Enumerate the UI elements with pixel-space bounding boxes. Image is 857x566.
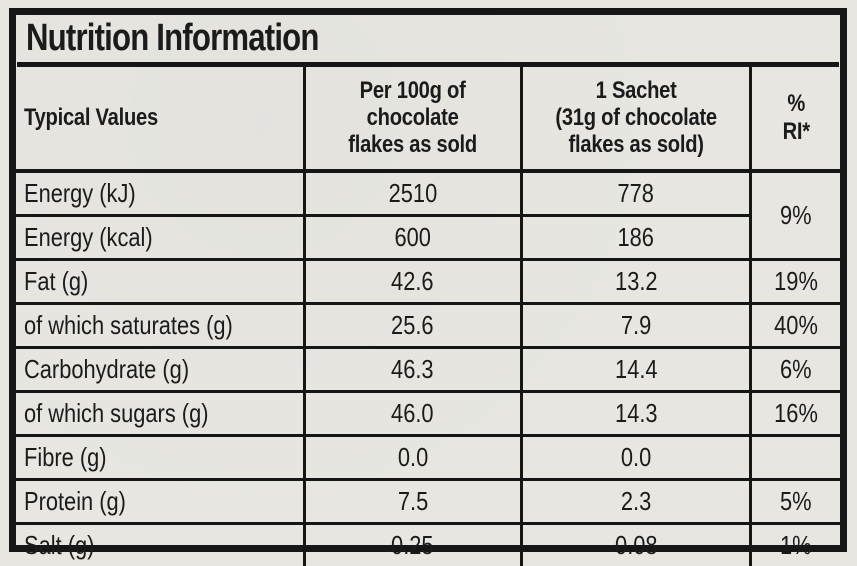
value-per-100g: 0.25 — [304, 524, 521, 566]
value-percent-ri: 16% — [751, 392, 840, 436]
col-header-typical-values: Typical Values — [16, 67, 304, 171]
value-per-sachet: 14.3 — [521, 392, 751, 436]
nutrition-table: Typical Values Per 100g of chocolate fla… — [16, 67, 840, 566]
value-percent-ri: 40% — [751, 304, 840, 348]
nutrient-label: Protein (g) — [16, 480, 304, 524]
value-per-sachet: 13.2 — [521, 260, 751, 304]
value-per-100g: 7.5 — [304, 480, 521, 524]
nutrient-label: Energy (kJ) — [16, 171, 304, 216]
row-salt: Salt (g) 0.25 0.08 1% — [16, 524, 840, 566]
row-protein: Protein (g) 7.5 2.3 5% — [16, 480, 840, 524]
row-energy-kcal: Energy (kcal) 600 186 — [16, 216, 840, 260]
value-per-sachet: 778 — [521, 171, 751, 216]
value-per-100g: 42.6 — [304, 260, 521, 304]
value-per-sachet: 0.0 — [521, 436, 751, 480]
nutrient-label: Energy (kcal) — [16, 216, 304, 260]
col-header-percent-ri: % RI* — [751, 67, 840, 171]
col-header-per-sachet: 1 Sachet (31g of chocolate flakes as sol… — [521, 67, 751, 171]
row-energy-kj: Energy (kJ) 2510 778 9% — [16, 171, 840, 216]
value-percent-ri-energy: 9% — [751, 171, 840, 260]
row-carbohydrate: Carbohydrate (g) 46.3 14.4 6% — [16, 348, 840, 392]
row-saturates: of which saturates (g) 25.6 7.9 40% — [16, 304, 840, 348]
nutrition-panel: Nutrition Information Typical Values Per… — [9, 8, 847, 552]
value-per-sachet: 2.3 — [521, 480, 751, 524]
row-fat: Fat (g) 42.6 13.2 19% — [16, 260, 840, 304]
value-percent-ri: 1% — [751, 524, 840, 566]
value-per-sachet: 186 — [521, 216, 751, 260]
nutrient-label: of which saturates (g) — [16, 304, 304, 348]
value-per-100g: 46.3 — [304, 348, 521, 392]
nutrient-label: Fibre (g) — [16, 436, 304, 480]
nutrient-label: Carbohydrate (g) — [16, 348, 304, 392]
nutrient-label: of which sugars (g) — [16, 392, 304, 436]
row-sugars: of which sugars (g) 46.0 14.3 16% — [16, 392, 840, 436]
panel-title: Nutrition Information — [26, 17, 319, 60]
value-per-100g: 25.6 — [304, 304, 521, 348]
value-per-100g: 0.0 — [304, 436, 521, 480]
panel-title-row: Nutrition Information — [16, 15, 840, 62]
value-per-100g: 2510 — [304, 171, 521, 216]
value-percent-ri: 19% — [751, 260, 840, 304]
col-header-per-100g: Per 100g of chocolate flakes as sold — [304, 67, 521, 171]
value-per-sachet: 7.9 — [521, 304, 751, 348]
value-percent-ri: 5% — [751, 480, 840, 524]
value-per-sachet: 0.08 — [521, 524, 751, 566]
nutrient-label: Salt (g) — [16, 524, 304, 566]
row-fibre: Fibre (g) 0.0 0.0 — [16, 436, 840, 480]
value-per-100g: 600 — [304, 216, 521, 260]
nutrient-label: Fat (g) — [16, 260, 304, 304]
value-per-sachet: 14.4 — [521, 348, 751, 392]
value-per-100g: 46.0 — [304, 392, 521, 436]
header-row: Typical Values Per 100g of chocolate fla… — [16, 67, 840, 171]
value-percent-ri-empty — [751, 436, 840, 480]
value-percent-ri: 6% — [751, 348, 840, 392]
